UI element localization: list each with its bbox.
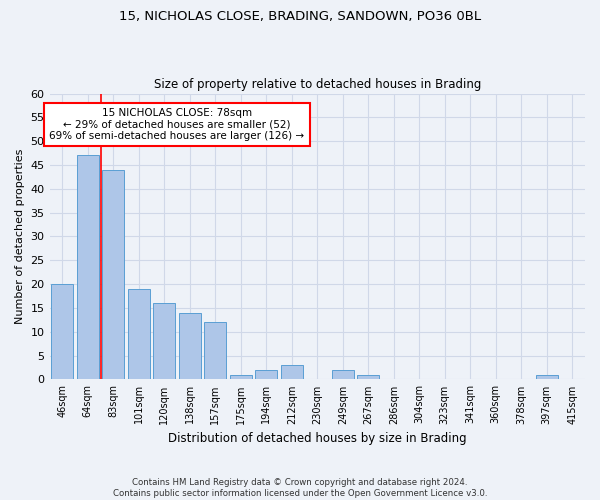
Bar <box>103 170 124 380</box>
Bar <box>52 284 73 380</box>
Bar <box>256 370 277 380</box>
Title: Size of property relative to detached houses in Brading: Size of property relative to detached ho… <box>154 78 481 91</box>
Bar <box>77 156 98 380</box>
Bar <box>332 370 353 380</box>
X-axis label: Distribution of detached houses by size in Brading: Distribution of detached houses by size … <box>168 432 467 445</box>
Text: 15 NICHOLAS CLOSE: 78sqm
← 29% of detached houses are smaller (52)
69% of semi-d: 15 NICHOLAS CLOSE: 78sqm ← 29% of detach… <box>49 108 305 141</box>
Bar <box>358 374 379 380</box>
Bar <box>230 374 251 380</box>
Bar <box>205 322 226 380</box>
Bar <box>536 374 557 380</box>
Bar <box>128 289 149 380</box>
Bar <box>179 312 200 380</box>
Bar <box>281 365 302 380</box>
Text: 15, NICHOLAS CLOSE, BRADING, SANDOWN, PO36 0BL: 15, NICHOLAS CLOSE, BRADING, SANDOWN, PO… <box>119 10 481 23</box>
Text: Contains HM Land Registry data © Crown copyright and database right 2024.
Contai: Contains HM Land Registry data © Crown c… <box>113 478 487 498</box>
Y-axis label: Number of detached properties: Number of detached properties <box>15 149 25 324</box>
Bar <box>154 303 175 380</box>
